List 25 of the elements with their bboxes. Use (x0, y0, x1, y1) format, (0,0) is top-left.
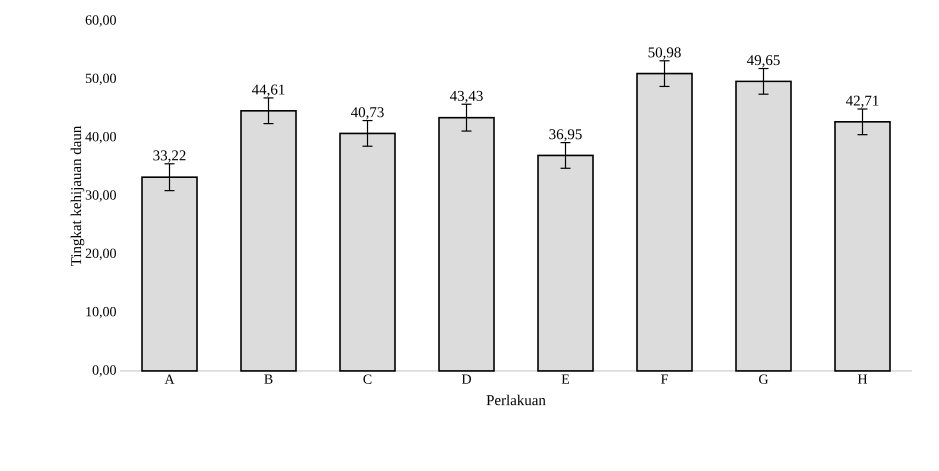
data-label: 43,43 (450, 90, 483, 104)
y-tick-label: 20,00 (86, 248, 116, 260)
x-tick-label: G (759, 374, 768, 384)
y-tick-label: 50,00 (86, 74, 116, 86)
x-axis-title: Perlakuan (486, 394, 546, 406)
x-tick-label: F (661, 374, 668, 384)
data-label: 33,22 (153, 150, 186, 163)
y-tick-label: 10,00 (86, 306, 116, 318)
x-tick-label: C (363, 374, 372, 384)
data-label: 50,98 (648, 47, 681, 60)
y-tick-label: 0,00 (92, 365, 116, 377)
x-tick-label: H (858, 374, 868, 384)
data-label: 36,95 (549, 129, 582, 142)
x-tick-label: E (562, 374, 570, 384)
data-label: 44,61 (252, 84, 284, 97)
data-label: 49,65 (746, 55, 780, 68)
x-tick-label: A (164, 374, 174, 384)
data-label: 42,71 (846, 96, 878, 108)
y-tick-label: 30,00 (86, 190, 116, 202)
x-tick-label: D (462, 374, 471, 384)
x-tick-label: B (264, 374, 272, 384)
y-tick-label: 40,00 (85, 132, 116, 144)
data-label: 40,73 (350, 107, 384, 120)
y-axis-title: Tingkat kehijauan daun (70, 126, 84, 266)
y-tick-label: 60,00 (86, 15, 116, 27)
